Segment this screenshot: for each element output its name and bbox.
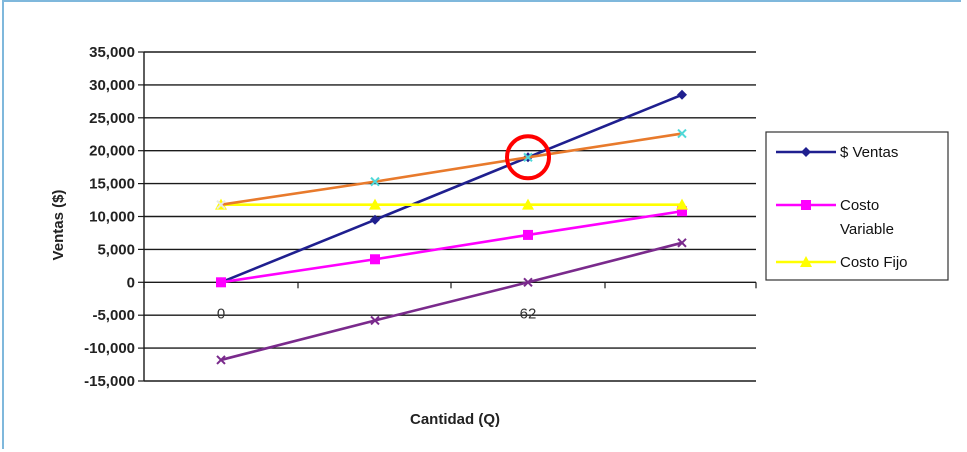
tick-labels: 35,000 30,000 25,000 20,000 15,000 10,000 5,00… <box>84 44 536 390</box>
series-point-stroke <box>523 152 533 162</box>
y-tick-label: 10,000 <box>89 209 135 226</box>
series-point <box>523 277 533 288</box>
series-point <box>677 89 687 100</box>
series-point <box>801 200 811 210</box>
series-point <box>523 229 533 240</box>
annotations <box>505 134 551 181</box>
x-axis-title: Cantidad (Q) <box>410 411 500 428</box>
series-unnamed-4 <box>216 238 687 365</box>
y-tick-label: 5,000 <box>97 241 135 258</box>
series-point <box>800 256 812 267</box>
series-line <box>220 132 683 206</box>
series-point <box>216 277 226 288</box>
series-point-stroke <box>677 238 687 248</box>
series-point <box>370 254 380 265</box>
series-costo-variable <box>216 206 687 288</box>
series-point-stroke <box>677 128 687 139</box>
legend-item: Costo Variable <box>776 197 894 238</box>
y-tick-label: -15,000 <box>84 373 135 390</box>
y-tick-label: 30,000 <box>89 77 135 94</box>
y-tick-label: 35,000 <box>89 44 135 61</box>
series-point <box>216 355 226 365</box>
series-point <box>677 206 687 217</box>
x-tick-label: 0 <box>217 305 225 322</box>
series-point-stroke <box>370 315 380 326</box>
series-point <box>677 128 687 139</box>
series-point <box>370 214 380 225</box>
legend-item: $ Ventas <box>776 144 898 161</box>
series-unnamed-3 <box>216 128 687 210</box>
series-point-stroke <box>523 277 533 288</box>
series-point <box>677 238 687 248</box>
series-line <box>220 241 683 362</box>
series-point <box>369 198 381 210</box>
legend-label-line: Costo <box>840 197 879 214</box>
series-point <box>522 198 534 210</box>
legend-label: Costo Fijo <box>840 254 908 271</box>
y-tick-label: 0 <box>127 274 135 291</box>
series-point <box>523 152 533 162</box>
series-point <box>676 198 688 210</box>
legend-label: $ Ventas <box>840 144 898 161</box>
series-point <box>801 147 811 157</box>
series-point <box>216 199 226 210</box>
legend: $ Ventas Costo Variable Costo Fijo <box>765 131 949 281</box>
y-tick-label: 15,000 <box>89 176 135 193</box>
highlight-circle <box>505 134 551 181</box>
series-line <box>220 209 683 284</box>
legend-label: Costo Variable <box>840 197 894 238</box>
x-tick-label: 62 <box>520 305 537 322</box>
series-point-stroke <box>216 355 226 365</box>
axes <box>138 51 757 382</box>
grid <box>144 51 756 382</box>
y-tick-label: -5,000 <box>92 307 135 324</box>
series-point-stroke <box>216 199 226 210</box>
legend-item: Costo Fijo <box>776 254 908 271</box>
y-axis-title: Ventas ($) <box>50 190 67 261</box>
series-point-stroke <box>370 176 380 187</box>
series-lines <box>215 89 688 365</box>
series-line <box>220 93 683 284</box>
y-tick-label: 20,000 <box>89 143 135 160</box>
y-tick-label: 25,000 <box>89 110 135 127</box>
series-point <box>370 176 380 187</box>
legend-label-line: Variable <box>840 221 894 238</box>
series-point <box>370 315 380 326</box>
y-tick-label: -10,000 <box>84 340 135 357</box>
